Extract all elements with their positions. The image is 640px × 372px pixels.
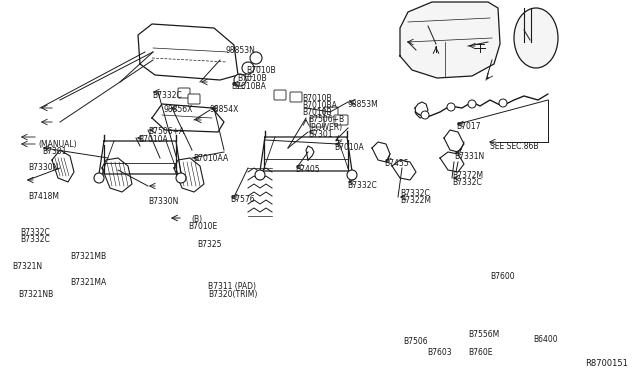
Text: B7010A: B7010A (138, 135, 168, 144)
Text: SEE SEC.86B: SEE SEC.86B (490, 142, 538, 151)
Text: B6400: B6400 (533, 335, 557, 344)
Text: 98854X: 98854X (210, 105, 239, 114)
Text: (MANUAL): (MANUAL) (38, 140, 77, 149)
FancyBboxPatch shape (188, 94, 200, 104)
Circle shape (255, 170, 265, 180)
Text: B7418M: B7418M (28, 192, 59, 201)
Text: B7321NB: B7321NB (18, 290, 53, 299)
Text: B7576: B7576 (230, 195, 255, 204)
Circle shape (234, 74, 246, 86)
Text: B7332C: B7332C (20, 228, 50, 237)
Text: B7331N: B7331N (454, 152, 484, 161)
Text: B7332C: B7332C (400, 189, 429, 198)
Text: B7311 (PAD): B7311 (PAD) (208, 282, 256, 291)
Text: B7506: B7506 (403, 337, 428, 346)
Circle shape (94, 173, 104, 183)
Text: B7330N: B7330N (28, 163, 58, 172)
Text: B7600: B7600 (490, 272, 515, 281)
Circle shape (176, 173, 186, 183)
Text: B7010B: B7010B (246, 66, 276, 75)
Text: B7325: B7325 (197, 240, 221, 249)
Text: B7322M: B7322M (400, 196, 431, 205)
FancyBboxPatch shape (310, 117, 324, 127)
Text: (POWER): (POWER) (308, 123, 342, 132)
Text: B7010A: B7010A (334, 143, 364, 152)
Text: (B): (B) (191, 215, 202, 224)
Text: B7455: B7455 (384, 159, 408, 168)
Text: B7332C: B7332C (152, 91, 182, 100)
Text: B7330N: B7330N (148, 197, 179, 206)
Text: B7321MA: B7321MA (70, 278, 106, 287)
Text: B7405: B7405 (295, 165, 319, 174)
Text: B7010B: B7010B (237, 74, 267, 83)
Text: B7010E: B7010E (188, 222, 217, 231)
Text: B7010BA: B7010BA (231, 82, 266, 91)
Text: B7603: B7603 (427, 348, 452, 357)
Circle shape (242, 62, 254, 74)
Text: B7321MB: B7321MB (70, 252, 106, 261)
FancyBboxPatch shape (178, 88, 190, 98)
Text: R8700151: R8700151 (585, 359, 628, 368)
FancyBboxPatch shape (290, 92, 302, 102)
Text: B7332C: B7332C (452, 178, 482, 187)
Circle shape (250, 52, 262, 64)
Circle shape (421, 111, 429, 119)
Text: B7506+B: B7506+B (308, 115, 344, 124)
Circle shape (347, 170, 357, 180)
Text: B7010B: B7010B (302, 108, 332, 117)
Text: B7010B: B7010B (302, 94, 332, 103)
Polygon shape (400, 2, 500, 78)
Text: B7017: B7017 (456, 122, 481, 131)
FancyBboxPatch shape (274, 90, 286, 100)
Circle shape (499, 99, 507, 107)
Text: B760E: B760E (468, 348, 493, 357)
Text: B7556M: B7556M (468, 330, 499, 339)
Circle shape (447, 103, 455, 111)
Text: B7320(TRIM): B7320(TRIM) (208, 290, 257, 299)
Text: B7321N: B7321N (12, 262, 42, 271)
Text: B7301: B7301 (42, 147, 67, 156)
Text: B7301: B7301 (308, 130, 333, 139)
Text: B7332C: B7332C (20, 235, 50, 244)
Circle shape (468, 100, 476, 108)
Text: 98853N: 98853N (225, 46, 255, 55)
FancyBboxPatch shape (324, 107, 338, 117)
Text: B7010BA: B7010BA (302, 101, 337, 110)
Text: B7010AA: B7010AA (193, 154, 228, 163)
Ellipse shape (514, 8, 558, 68)
Text: B7372M: B7372M (452, 171, 483, 180)
FancyBboxPatch shape (334, 115, 348, 125)
Text: B7506+A: B7506+A (148, 127, 184, 136)
Text: 98856X: 98856X (164, 105, 193, 114)
Text: 98853M: 98853M (348, 100, 379, 109)
Text: B7332C: B7332C (347, 181, 377, 190)
